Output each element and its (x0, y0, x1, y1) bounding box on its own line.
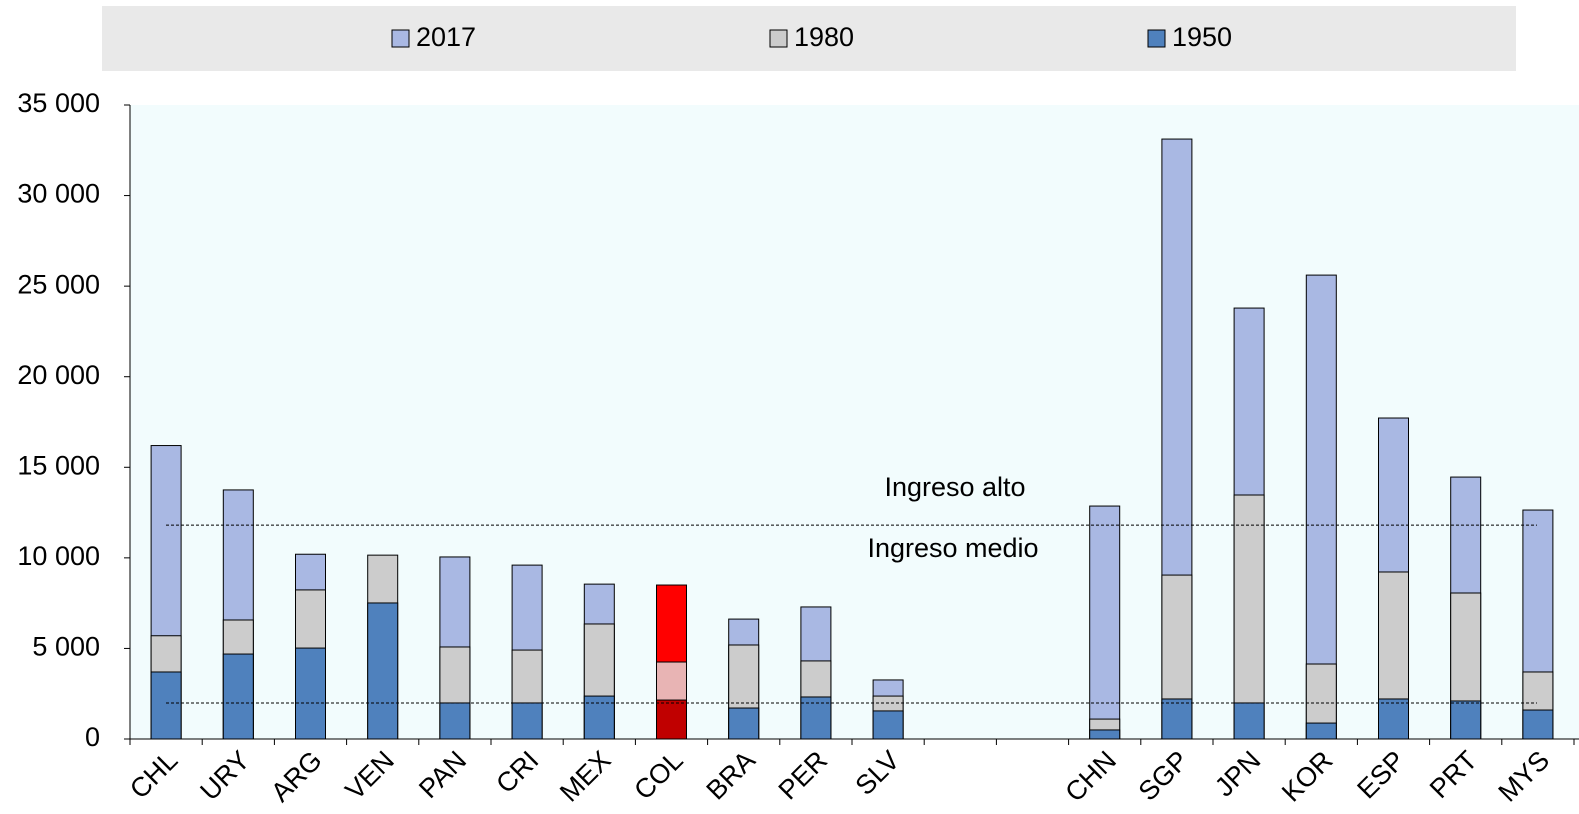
legend-label: 1950 (1172, 22, 1232, 52)
bar (150, 671, 182, 740)
bar (367, 602, 399, 740)
x-tick-label: CHL (124, 745, 183, 804)
x-tick-label: MEX (554, 745, 617, 808)
y-tick-label: 10 000 (17, 541, 100, 571)
bar (800, 696, 832, 740)
bar (295, 647, 326, 740)
annotation: Ingreso alto (884, 472, 1025, 502)
legend-swatch (391, 29, 410, 48)
x-tick-label: CRI (490, 745, 544, 799)
y-tick-label: 25 000 (17, 269, 100, 299)
x-tick-label: CHN (1059, 745, 1122, 808)
x-tick-label: ESP (1351, 745, 1410, 804)
y-tick-label: 20 000 (17, 360, 100, 390)
bar (1378, 698, 1409, 740)
bar (1089, 729, 1121, 740)
bar (583, 695, 615, 740)
bar (1305, 722, 1337, 740)
bar (1522, 709, 1554, 740)
x-tick-label: JPN (1209, 745, 1266, 802)
legend-swatch (769, 29, 788, 48)
x-tick-label: ARG (265, 745, 328, 808)
bar (511, 702, 543, 740)
bar (222, 653, 254, 740)
x-tick-label: SGP (1133, 745, 1195, 807)
y-tick-label: 15 000 (17, 450, 100, 480)
x-tick-label: COL (628, 745, 688, 805)
x-tick-label: VEN (340, 745, 400, 805)
y-tick-label: 30 000 (17, 179, 100, 209)
bar (1233, 702, 1265, 740)
x-tick-label: URY (194, 745, 255, 806)
x-tick-label: PAN (413, 745, 472, 804)
bar (1450, 700, 1482, 740)
x-tick-label: PRT (1424, 745, 1483, 804)
x-tick-label: PER (773, 745, 833, 805)
legend-box (102, 6, 1516, 71)
y-tick-label: 5 000 (32, 632, 100, 662)
bar (656, 699, 687, 740)
bar (439, 702, 471, 740)
bar (1089, 505, 1121, 740)
y-tick-label: 35 000 (17, 88, 100, 118)
bar (1161, 698, 1193, 740)
legend-label: 2017 (416, 22, 476, 52)
bar (728, 707, 760, 740)
x-tick-label: SLV (849, 745, 905, 801)
x-tick-label: MYS (1493, 745, 1556, 808)
legend-label: 1980 (794, 22, 854, 52)
x-tick-label: KOR (1276, 745, 1339, 808)
plot-area (130, 105, 1579, 739)
x-tick-label: BRA (701, 745, 761, 805)
annotation: Ingreso medio (867, 533, 1038, 563)
bar (1233, 494, 1265, 740)
bar (1305, 274, 1337, 740)
y-tick-label: 0 (85, 722, 100, 752)
legend-swatch (1147, 29, 1166, 48)
bar (872, 710, 904, 740)
